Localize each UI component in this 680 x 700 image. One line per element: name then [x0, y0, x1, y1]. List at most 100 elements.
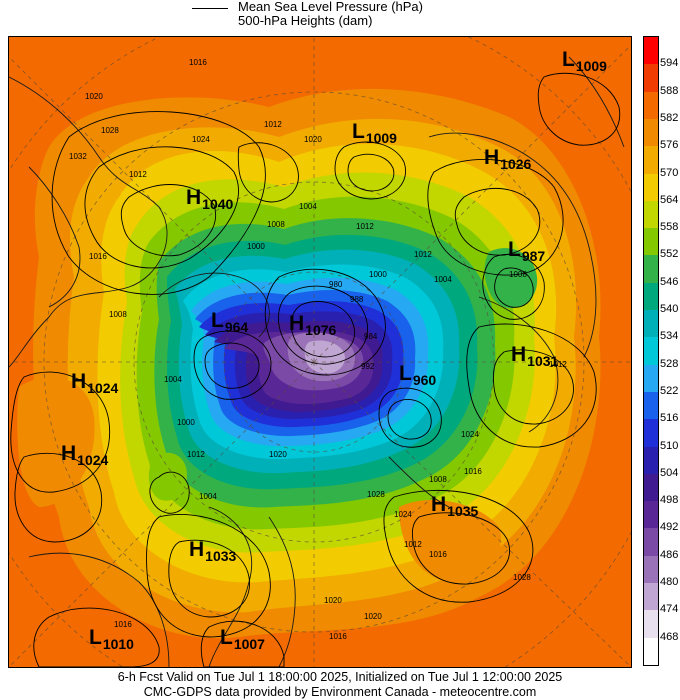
isobar-value-label: 1012	[264, 120, 282, 129]
warm-pocket-se	[399, 499, 501, 582]
cold-spot-sw	[148, 452, 187, 501]
forecast-valid-line: 6-h Fcst Valid on Tue Jul 1 18:00:00 202…	[117, 670, 563, 684]
low-pressure-system: L1009	[352, 120, 397, 147]
isobar-value-label: 1020	[364, 612, 382, 621]
colorbar-tick-label: 540	[660, 303, 679, 316]
isobar-value-label: 1004	[199, 492, 217, 501]
colorbar-tick-label: 468	[660, 630, 679, 643]
colorbar-cell	[644, 637, 658, 666]
isobar-value-label: 1004	[299, 202, 317, 211]
isobar-value-label: 1012	[414, 250, 432, 259]
low-pressure-system: L987	[508, 238, 546, 265]
colorbar-tick-label: 516	[660, 412, 679, 425]
isobar-value-label: 1020	[269, 450, 287, 459]
high-pressure-system: H1076	[289, 312, 337, 339]
colorbar-tick-label: 576	[660, 139, 679, 152]
colorbar-cell	[644, 173, 658, 202]
isobar-value-label: 1024	[461, 430, 479, 439]
high-pressure-system: H1031	[511, 343, 559, 370]
colorbar-cell	[644, 610, 658, 639]
colorbar-cell	[644, 337, 658, 366]
isobar-value-label: 1016	[89, 252, 107, 261]
isobar-value-label: 988	[350, 295, 364, 304]
colorbar-tick-label: 570	[660, 166, 679, 179]
colorbar-cell	[644, 255, 658, 284]
high-pressure-system: H1033	[189, 538, 237, 565]
isobar-value-label: 1028	[367, 490, 385, 499]
isobar-value-label: 1004	[164, 375, 182, 384]
colorbar-cell	[644, 146, 658, 174]
weather-map: 1016 1020 1028 1032 1024 1012 1020 1012 1004 1008…	[8, 36, 632, 668]
low-pressure-system: L1007	[220, 626, 265, 653]
isobar-value-label: 1016	[464, 467, 482, 476]
colorbar-tick-label: 552	[660, 248, 679, 261]
colorbar-tick-label: 498	[660, 494, 679, 507]
isobar-value-label: 1016	[189, 58, 207, 67]
colorbar-cell	[644, 118, 658, 147]
isobar-value-label: 992	[361, 362, 375, 371]
colorbar-tick-label: 474	[660, 603, 679, 616]
isobar-value-label: 980	[329, 280, 343, 289]
colorbar-cell	[644, 419, 658, 448]
isobar-value-label: 1012	[187, 450, 205, 459]
low-pressure-system: L964	[211, 309, 249, 336]
colorbar-cell	[644, 282, 658, 311]
colorbar-cell	[644, 528, 658, 557]
colorbar-cell	[644, 446, 658, 475]
isobar-value-label: 1020	[324, 596, 342, 605]
height-colorbar	[643, 36, 659, 666]
colorbar-cell	[644, 200, 658, 229]
mslp-legend-label: Mean Sea Level Pressure (hPa)	[238, 0, 423, 14]
colorbar-tick-label: 492	[660, 521, 679, 534]
map-legend: Mean Sea Level Pressure (hPa) 500-hPa He…	[190, 0, 490, 34]
low-pressure-system: L1010	[89, 626, 134, 653]
cold-spot-e	[484, 248, 538, 309]
isobar-labels: 1016 1020 1028 1032 1024 1012 1020 1012 1004 1008…	[69, 58, 567, 641]
colorbar-tick-label: 534	[660, 330, 679, 343]
isobar-value-label: 1008	[109, 310, 127, 319]
isobar-value-label: 1000	[247, 242, 265, 251]
isobars	[10, 72, 621, 667]
isobar-value-label: 1012	[549, 360, 567, 369]
isobar-value-label: 1016	[429, 550, 447, 559]
high-pressure-system: H1024	[61, 442, 109, 469]
colorbar-tick-label: 504	[660, 466, 679, 479]
isobar-value-label: 1008	[509, 270, 527, 279]
colorbar-tick-label: 558	[660, 221, 679, 234]
colorbar-cell	[644, 391, 658, 420]
isobar-value-label: 1008	[429, 475, 447, 484]
data-credit-line: CMC-GDPS data provided by Environment Ca…	[143, 685, 537, 699]
map-canvas: 1016 1020 1028 1032 1024 1012 1020 1012 1004 1008…	[9, 37, 631, 667]
isobar-value-label: 1000	[177, 418, 195, 427]
high-pressure-system: H1035	[431, 493, 479, 520]
colorbar-cell	[644, 228, 658, 256]
isobar-value-label: 1012	[404, 540, 422, 549]
low-pressure-system: L1009	[562, 48, 607, 75]
colorbar-cell	[644, 37, 658, 65]
isobar-value-label: 1008	[267, 220, 285, 229]
isobar-value-label: 1016	[329, 632, 347, 641]
colorbar-tick-label: 480	[660, 576, 679, 589]
isobar-value-label: 984	[364, 332, 378, 341]
coastlines	[9, 56, 625, 667]
isobar-value-label: 1012	[129, 170, 147, 179]
warm-pocket-west	[17, 377, 95, 507]
isobar-value-label: 1020	[85, 92, 103, 101]
colorbar-cell	[644, 501, 658, 529]
colorbar-cell	[644, 91, 658, 120]
colorbar-tick-label: 522	[660, 384, 679, 397]
isobar-value-label: 1032	[69, 152, 87, 161]
colorbar-tick-label: 528	[660, 357, 679, 370]
heights-legend-label: 500-hPa Heights (dam)	[238, 13, 373, 28]
isobar-value-label: 1028	[101, 126, 119, 135]
isobar-value-label: 1016	[114, 620, 132, 629]
isobar-value-label: 1020	[304, 135, 322, 144]
high-pressure-system: H1026	[484, 146, 532, 173]
colorbar-tick-label: 486	[660, 548, 679, 561]
isobar-value-label: 1028	[513, 573, 531, 582]
high-pressure-system: H1024	[71, 370, 119, 397]
colorbar-tick-label: 510	[660, 439, 679, 452]
low-pressure-system: L960	[399, 362, 437, 389]
isobar-line-sample	[192, 8, 228, 9]
colorbar-tick-label: 594	[660, 57, 679, 70]
